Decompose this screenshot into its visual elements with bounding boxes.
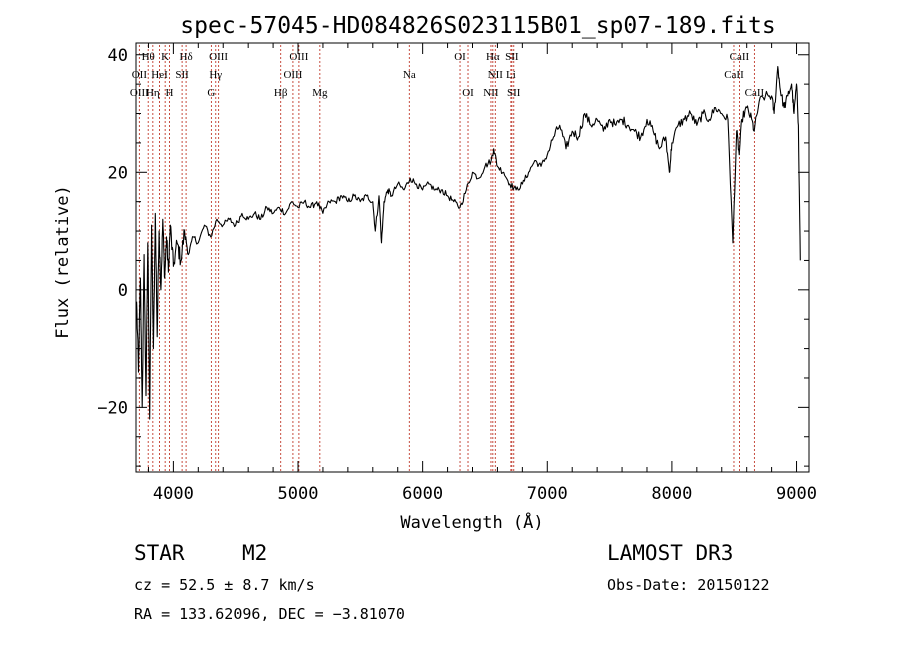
- line-label: OII: [132, 69, 148, 81]
- line-label: OIII: [209, 51, 228, 63]
- coordinates-text: RA = 133.62096, DEC = −3.81070: [134, 605, 405, 623]
- x-axis-label: Wavelength (Å): [400, 511, 543, 533]
- line-label: Hα: [486, 51, 500, 63]
- line-labels: Hθ Hη K H HeI SII Hδ OII OIII OIII Hγ G OIII OIII Hβ Mg…: [130, 51, 765, 99]
- y-tick-label: 40: [108, 46, 128, 66]
- line-label: Hβ: [274, 87, 288, 99]
- x-tick-label: 4000: [153, 484, 194, 504]
- line-label: Hγ: [209, 69, 222, 81]
- line-label: OI: [454, 51, 466, 63]
- line-label: Hθ: [142, 51, 155, 63]
- line-label: Li: [506, 69, 516, 81]
- spectrum-line: [136, 65, 801, 420]
- line-label: CaII: [724, 69, 744, 81]
- chart-title: spec-57045-HD084826S023115B01_sp07-189.f…: [180, 13, 775, 39]
- axis-ticks: 4000 5000 6000 7000 8000 9000 −20 0 20 40: [97, 43, 817, 504]
- line-label: K: [161, 51, 169, 63]
- line-label: OIII: [130, 87, 149, 99]
- line-label: OI: [462, 87, 474, 99]
- x-tick-label: 5000: [278, 484, 319, 504]
- obs-date-text: Obs-Date: 20150122: [607, 576, 770, 594]
- x-tick-label: 6000: [402, 484, 443, 504]
- object-class: STAR: [134, 541, 185, 565]
- line-label: SII: [175, 69, 189, 81]
- line-label: Hη: [146, 87, 160, 99]
- line-label: OIII: [289, 51, 308, 63]
- plot-frame: [135, 42, 810, 473]
- spectrum-series: [136, 65, 801, 420]
- line-label: Hδ: [180, 51, 193, 63]
- object-subclass: M2: [242, 541, 267, 565]
- line-label: HeI: [151, 69, 168, 81]
- line-label: NII: [483, 87, 499, 99]
- line-label: Na: [403, 69, 416, 81]
- x-tick-label: 8000: [651, 484, 692, 504]
- line-label: H: [166, 87, 174, 99]
- survey-name: LAMOST DR3: [607, 541, 733, 565]
- line-markers: [138, 45, 755, 472]
- redshift-text: cz = 52.5 ± 8.7 km/s: [134, 576, 315, 594]
- line-label: G: [207, 87, 215, 99]
- line-label: OIII: [283, 69, 302, 81]
- x-tick-label: 9000: [776, 484, 817, 504]
- y-tick-label: 0: [118, 281, 128, 301]
- y-axis-label: Flux (relative): [53, 185, 73, 339]
- y-tick-label: −20: [97, 398, 128, 418]
- line-label: Mg: [312, 87, 328, 99]
- line-label: SII: [505, 51, 519, 63]
- line-label: CaII: [730, 51, 750, 63]
- line-label: SII: [507, 87, 521, 99]
- y-tick-label: 20: [108, 163, 128, 183]
- x-tick-label: 7000: [527, 484, 568, 504]
- line-label: NII: [488, 69, 504, 81]
- line-label: CaII: [745, 87, 765, 99]
